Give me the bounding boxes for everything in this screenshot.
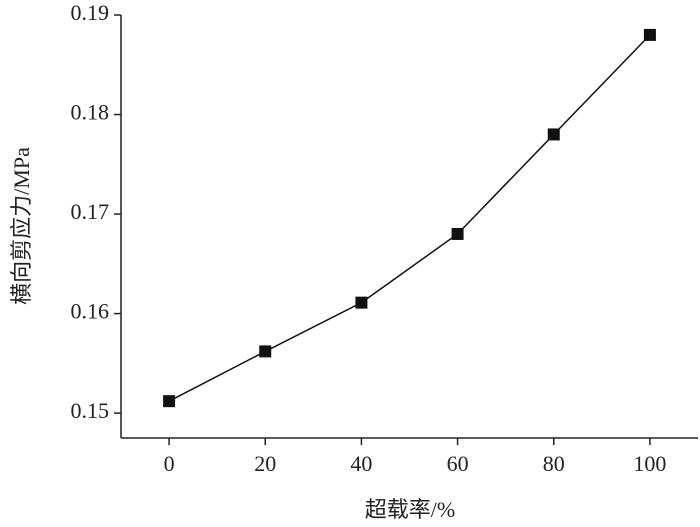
x-axis-label: 超载率/% xyxy=(365,497,455,522)
x-tick-label: 80 xyxy=(543,451,565,476)
x-tick-label: 40 xyxy=(350,451,372,476)
marker xyxy=(259,345,272,358)
x-tick-label: 0 xyxy=(164,451,175,476)
marker xyxy=(643,28,656,41)
y-tick-label: 0.16 xyxy=(71,299,110,324)
x-tick-label: 20 xyxy=(254,451,276,476)
marker xyxy=(355,296,368,309)
x-tick-label: 60 xyxy=(447,451,469,476)
x-tick-label: 100 xyxy=(633,451,666,476)
y-tick-label: 0.19 xyxy=(71,0,110,25)
y-tick-label: 0.17 xyxy=(71,199,110,224)
y-tick-label: 0.18 xyxy=(71,100,110,125)
y-axis-label: 横向剪应力/MPa xyxy=(9,147,34,305)
line xyxy=(168,34,651,402)
marker xyxy=(163,395,176,408)
marker xyxy=(547,128,560,141)
y-tick-label: 0.15 xyxy=(71,398,110,423)
marker xyxy=(451,227,464,240)
